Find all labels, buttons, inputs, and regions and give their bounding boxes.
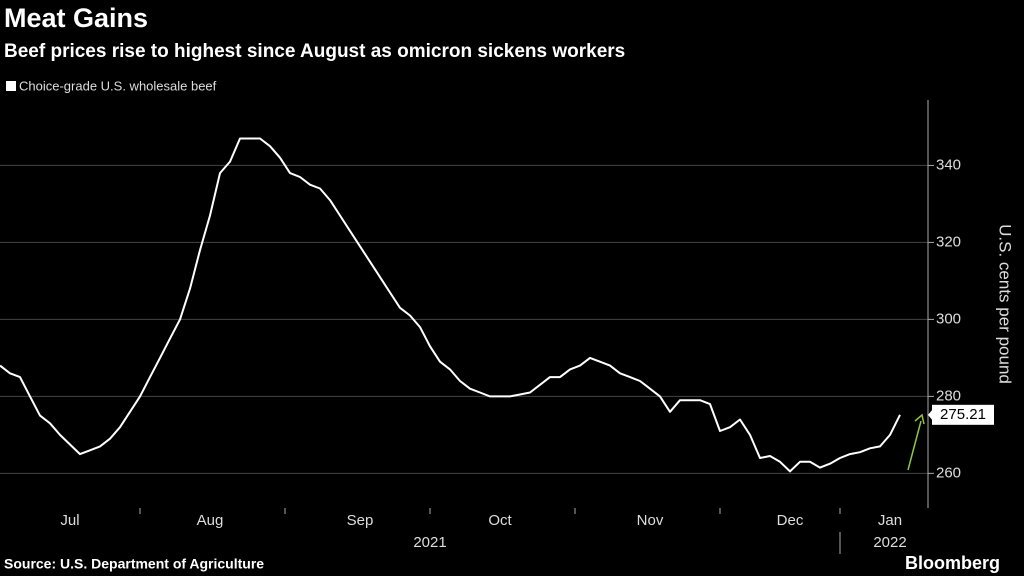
- annotation-arrow-head: [914, 413, 925, 425]
- x-tick-label: Aug: [197, 512, 224, 529]
- brand: Bloomberg: [905, 553, 1000, 573]
- last-value-pointer: [928, 408, 933, 421]
- x-tick-label: Jul: [60, 512, 79, 529]
- last-value-box: [932, 404, 994, 425]
- chart-subtitle: Beef prices rise to highest since August…: [4, 41, 625, 62]
- x-year-label: 2021: [413, 534, 446, 551]
- y-tick-label: 280: [936, 387, 961, 404]
- source: Source: U.S. Department of Agriculture: [4, 556, 264, 572]
- x-tick-label: Oct: [488, 512, 512, 529]
- series-line: [0, 137, 901, 473]
- x-tick-label: Dec: [777, 512, 804, 529]
- last-value-label: 275.21: [940, 406, 986, 423]
- annotation-arrow: [907, 420, 922, 471]
- x-tick-label: Sep: [347, 512, 374, 529]
- chart-title: Meat Gains: [4, 3, 148, 33]
- y-tick-label: 260: [936, 464, 961, 481]
- y-tick-label: 300: [936, 310, 961, 327]
- legend-label: Choice-grade U.S. wholesale beef: [19, 78, 217, 93]
- x-tick-label: Nov: [637, 512, 664, 529]
- y-tick-label: 340: [936, 156, 961, 173]
- y-axis-label: U.S. cents per pound: [996, 224, 1015, 384]
- legend-swatch: [6, 81, 16, 91]
- x-year-label: 2022: [873, 534, 906, 551]
- y-tick-label: 320: [936, 233, 961, 250]
- x-tick-label: Jan: [878, 512, 902, 529]
